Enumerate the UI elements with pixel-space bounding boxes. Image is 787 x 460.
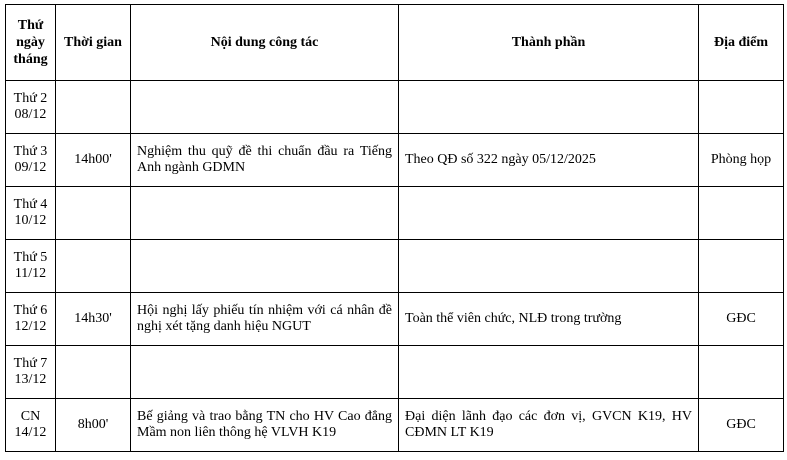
day-name: Thứ 3	[13, 144, 48, 159]
time-cell	[55, 80, 131, 134]
location-cell: GĐC	[698, 292, 784, 346]
header-day-line2: ngày	[16, 35, 45, 50]
day-name: Thứ 7	[13, 356, 48, 371]
day-name: CN	[20, 409, 41, 424]
day-date: 09/12	[14, 160, 47, 175]
time-cell	[55, 186, 131, 240]
table-row: Thứ 4 10/12	[5, 186, 784, 240]
location-cell	[698, 345, 784, 399]
time-cell: 14h30'	[55, 292, 131, 346]
time-cell: 14h00'	[55, 133, 131, 187]
participants-cell	[398, 345, 699, 399]
day-date: 08/12	[14, 107, 47, 122]
time-cell: 8h00'	[55, 398, 131, 452]
day-cell: CN 14/12	[5, 398, 56, 452]
header-content: Nội dung công tác	[130, 4, 399, 81]
participants-cell: Theo QĐ số 322 ngày 05/12/2025	[398, 133, 699, 187]
participants-cell: Đại diện lãnh đạo các đơn vị, GVCN K19, …	[398, 398, 699, 452]
header-participants: Thành phần	[398, 4, 699, 81]
content-cell	[130, 239, 399, 293]
table-row: Thứ 2 08/12	[5, 80, 784, 134]
location-cell	[698, 80, 784, 134]
time-cell	[55, 345, 131, 399]
header-day-line3: tháng	[13, 52, 48, 67]
location-cell: Phòng họp	[698, 133, 784, 187]
day-date: 13/12	[14, 372, 47, 387]
day-date: 14/12	[14, 425, 47, 440]
participants-cell	[398, 80, 699, 134]
header-day-line1: Thứ	[17, 18, 44, 33]
day-name: Thứ 4	[13, 197, 48, 212]
participants-cell	[398, 186, 699, 240]
day-date: 10/12	[14, 213, 47, 228]
location-cell	[698, 186, 784, 240]
participants-cell	[398, 239, 699, 293]
table-row: CN 14/12 8h00' Bế giảng và trao bằng TN …	[5, 398, 784, 452]
header-time: Thời gian	[55, 4, 131, 81]
table-row: Thứ 6 12/12 14h30' Hội nghị lấy phiếu tí…	[5, 292, 784, 346]
day-cell: Thứ 5 11/12	[5, 239, 56, 293]
day-date: 11/12	[14, 266, 47, 281]
day-cell: Thứ 4 10/12	[5, 186, 56, 240]
weekly-schedule-table: Thứ ngày tháng Thời gian Nội dung công t…	[5, 4, 784, 452]
content-cell: Bế giảng và trao bằng TN cho HV Cao đẳng…	[130, 398, 399, 452]
day-cell: Thứ 3 09/12	[5, 133, 56, 187]
header-location: Địa điểm	[698, 4, 784, 81]
day-name: Thứ 6	[13, 303, 48, 318]
content-cell	[130, 186, 399, 240]
location-cell	[698, 239, 784, 293]
table-row: Thứ 3 09/12 14h00' Nghiệm thu quỹ đề thi…	[5, 133, 784, 187]
day-name: Thứ 5	[13, 250, 48, 265]
table-row: Thứ 7 13/12	[5, 345, 784, 399]
participants-cell: Toàn thể viên chức, NLĐ trong trường	[398, 292, 699, 346]
content-cell: Nghiệm thu quỹ đề thi chuẩn đầu ra Tiếng…	[130, 133, 399, 187]
time-cell	[55, 239, 131, 293]
header-row: Thứ ngày tháng Thời gian Nội dung công t…	[5, 4, 784, 81]
day-date: 12/12	[14, 319, 47, 334]
content-cell	[130, 80, 399, 134]
day-name: Thứ 2	[13, 91, 48, 106]
table-row: Thứ 5 11/12	[5, 239, 784, 293]
day-cell: Thứ 7 13/12	[5, 345, 56, 399]
content-cell: Hội nghị lấy phiếu tín nhiệm với cá nhân…	[130, 292, 399, 346]
header-day: Thứ ngày tháng	[5, 4, 56, 81]
content-cell	[130, 345, 399, 399]
location-cell: GĐC	[698, 398, 784, 452]
day-cell: Thứ 2 08/12	[5, 80, 56, 134]
day-cell: Thứ 6 12/12	[5, 292, 56, 346]
